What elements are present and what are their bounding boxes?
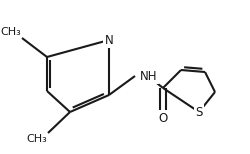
Text: N: N bbox=[104, 34, 113, 47]
Text: NH: NH bbox=[140, 69, 157, 83]
Text: CH₃: CH₃ bbox=[26, 134, 47, 144]
Text: S: S bbox=[194, 105, 202, 118]
Text: CH₃: CH₃ bbox=[0, 27, 21, 37]
Text: O: O bbox=[158, 112, 167, 125]
